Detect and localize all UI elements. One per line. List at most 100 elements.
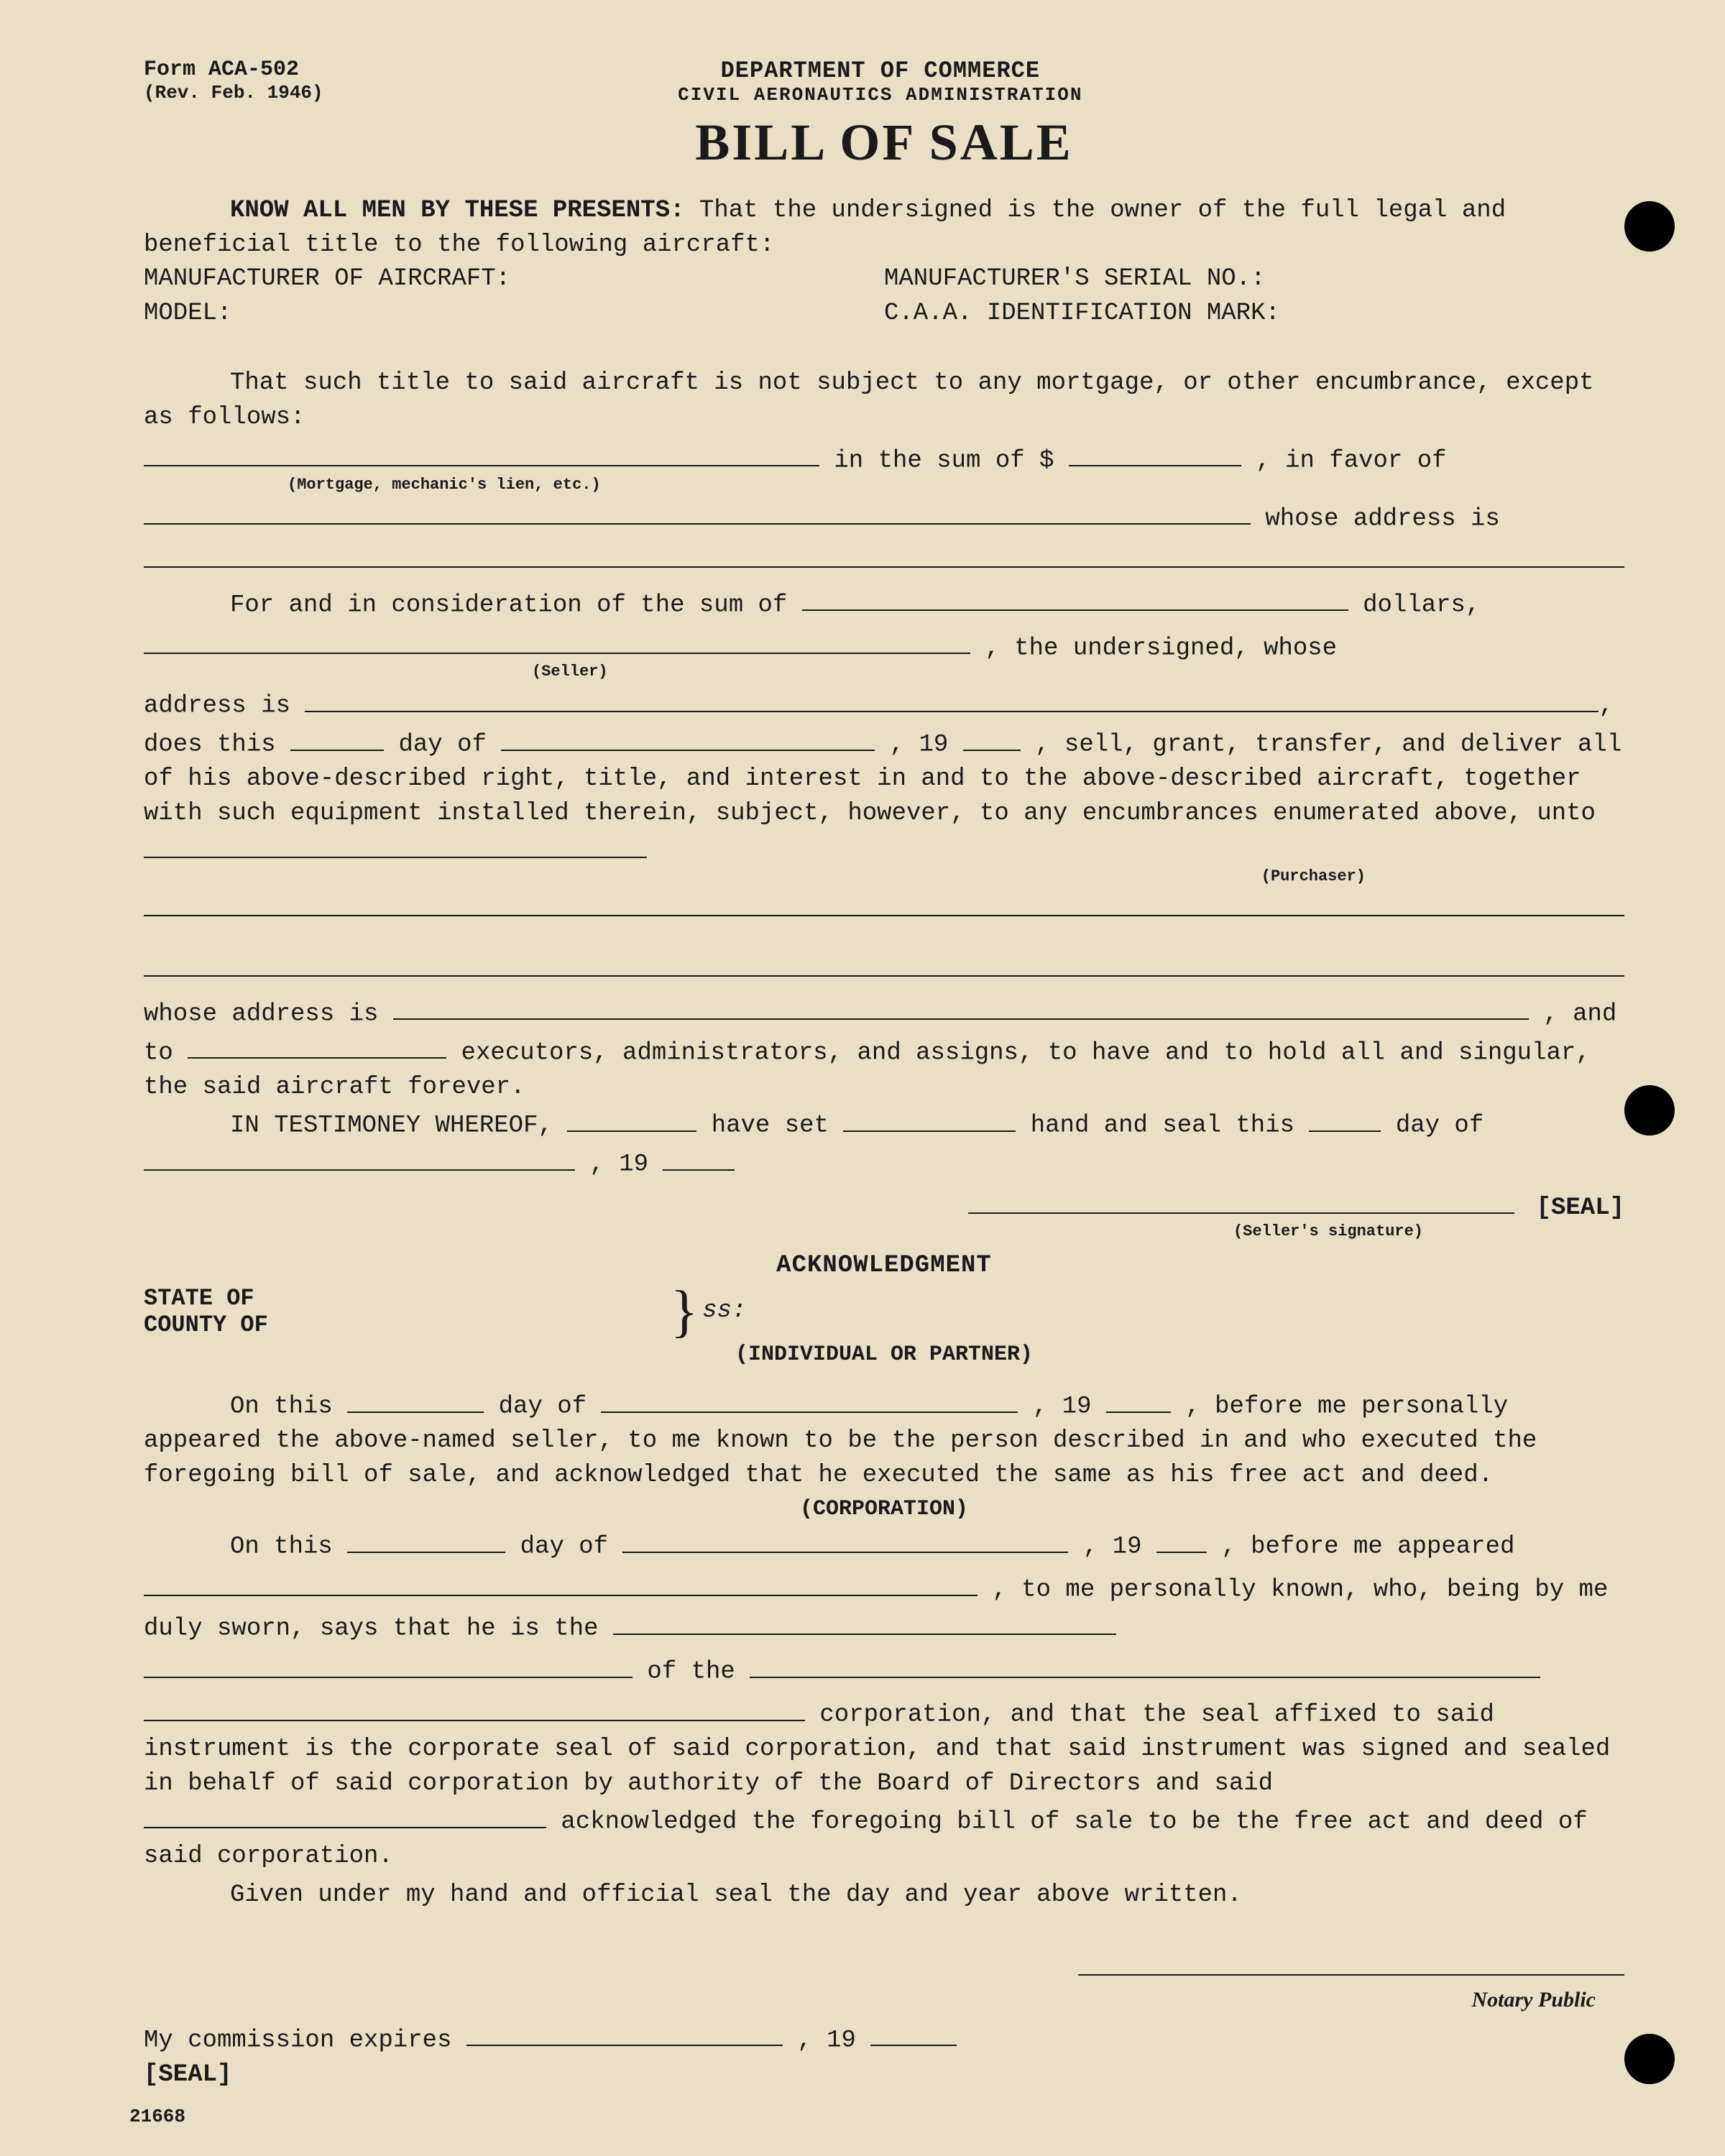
and-text: , and	[1543, 1000, 1616, 1028]
testimony-year-prefix: , 19	[589, 1151, 648, 1179]
to-blank[interactable]	[188, 1032, 446, 1059]
ind-year-prefix: , 19	[1033, 1393, 1092, 1421]
form-number: Form ACA-502	[144, 57, 323, 82]
punch-hole-bot	[1624, 2034, 1675, 2084]
state-county-block: STATE OF COUNTY OF } ss:	[144, 1285, 1624, 1338]
punch-hole-top	[1624, 201, 1675, 252]
model-label: MODEL:	[144, 297, 884, 331]
corp-of-blank2[interactable]	[750, 1651, 1540, 1677]
in-favor-text: , in favor of	[1256, 447, 1446, 474]
aircraft-fields: MANUFACTURER OF AIRCRAFT: MODEL: MANUFAC…	[144, 262, 1624, 331]
year-blank-1[interactable]	[963, 724, 1021, 750]
corp-corporation-line: corporation, and that the seal affixed t…	[144, 1694, 1624, 1874]
department-block: DEPARTMENT OF COMMERCE CIVIL AERONAUTICS…	[323, 57, 1438, 106]
seller-caption: (Seller)	[144, 663, 1624, 681]
corp-corp-blank[interactable]	[144, 1694, 805, 1720]
corp-title-blank[interactable]	[613, 1608, 1116, 1634]
acknowledgment-title: ACKNOWLEDGMENT	[144, 1252, 1624, 1279]
executors-line: to executors, administrators, and assign…	[144, 1032, 1624, 1105]
day-blank-1[interactable]	[290, 724, 384, 750]
ind-day-blank[interactable]	[347, 1386, 484, 1412]
consideration-sum-blank[interactable]	[802, 584, 1348, 611]
intro-paragraph: KNOW ALL MEN BY THESE PRESENTS: That the…	[144, 194, 1624, 262]
corp-day-of: day of	[520, 1534, 623, 1561]
purchaser-line3-blank[interactable]	[144, 950, 1624, 977]
brace-icon: }	[671, 1297, 698, 1326]
ind-month-blank[interactable]	[601, 1386, 1018, 1412]
individual-heading: (INDIVIDUAL OR PARTNER)	[144, 1342, 1624, 1367]
punch-hole-mid	[1624, 1085, 1675, 1135]
corp-year-prefix: , 19	[1083, 1534, 1142, 1561]
seller-name-blank[interactable]	[144, 627, 970, 654]
address-blank-full[interactable]	[144, 541, 1624, 568]
whose-address-text: whose address is	[1265, 505, 1499, 533]
seal-text-1: [SEAL]	[1537, 1194, 1624, 1222]
corp-name-blank[interactable]	[144, 1569, 978, 1595]
encumbrance-line1: in the sum of $ , in favor of	[144, 440, 1624, 479]
corp-month-blank[interactable]	[622, 1526, 1068, 1552]
manufacturer-label: MANUFACTURER OF AIRCRAFT:	[144, 262, 884, 297]
testimony-day-blank[interactable]	[1309, 1105, 1381, 1131]
sum-blank[interactable]	[1069, 440, 1241, 466]
month-blank-1[interactable]	[501, 724, 875, 750]
serial-label: MANUFACTURER'S SERIAL NO.:	[884, 262, 1624, 297]
seller-line: , the undersigned, whose	[144, 627, 1624, 666]
address-is-text: address is	[144, 693, 305, 720]
ind-year-blank[interactable]	[1106, 1386, 1171, 1412]
transfer-paragraph: does this day of , 19 , sell, grant, tra…	[144, 724, 1624, 870]
ind-on-this: On this	[230, 1393, 347, 1421]
consideration-line: For and in consideration of the sum of d…	[144, 584, 1624, 623]
seal-text-bottom: [SEAL]	[144, 2058, 1624, 2093]
testimony-lead: IN TESTIMONEY WHEREOF,	[230, 1112, 567, 1140]
does-this-text: does this	[144, 732, 290, 759]
encumbrance-type-blank[interactable]	[144, 440, 819, 466]
caa-label: C.A.A. IDENTIFICATION MARK:	[884, 297, 1624, 331]
corp-year-blank[interactable]	[1156, 1526, 1207, 1552]
form-header: Form ACA-502 (Rev. Feb. 1946) DEPARTMENT…	[144, 57, 1624, 106]
purchaser-line2-blank[interactable]	[144, 890, 1624, 916]
purchaser-line3	[144, 950, 1624, 989]
purchaser-address-blank[interactable]	[393, 993, 1529, 1020]
favor-of-line: whose address is	[144, 498, 1624, 537]
ind-day-of: day of	[499, 1393, 602, 1421]
whose-address-text-2: whose address is	[144, 1000, 393, 1028]
year-prefix-1: , 19	[890, 732, 949, 759]
to-text: to	[144, 1039, 173, 1067]
for-consideration-text: For and in consideration of the sum of	[230, 591, 802, 619]
given-under-line: Given under my hand and official seal th…	[144, 1879, 1624, 1913]
testimony-blank1[interactable]	[567, 1105, 696, 1131]
seller-signature-caption: (Seller's signature)	[144, 1222, 1624, 1240]
purchaser-address-line: whose address is , and	[144, 993, 1624, 1032]
seller-signature-blank[interactable]	[968, 1187, 1514, 1213]
testimony-line2: , 19	[144, 1143, 1624, 1182]
notary-signature-blank[interactable]	[1078, 1949, 1624, 1976]
testimony-year-blank[interactable]	[663, 1143, 735, 1170]
undersigned-text: , the undersigned, whose	[985, 635, 1337, 662]
testimony-month-blank[interactable]	[144, 1143, 575, 1170]
commission-year-prefix: , 19	[797, 2027, 856, 2054]
commission-date-blank[interactable]	[466, 2019, 783, 2046]
county-of-label: COUNTY OF	[144, 1312, 268, 1338]
hand-seal-text: hand and seal this	[1031, 1112, 1310, 1140]
day-of-text-1: day of	[398, 732, 501, 759]
testimony-blank2[interactable]	[843, 1105, 1016, 1131]
department-name: DEPARTMENT OF COMMERCE	[323, 57, 1438, 84]
purchaser-blank[interactable]	[144, 831, 647, 858]
seller-signature-row: [SEAL]	[144, 1187, 1624, 1225]
notary-public-label: Notary Public	[144, 1988, 1624, 2012]
dollars-text: dollars,	[1363, 591, 1480, 619]
corp-before: , before me appeared	[1221, 1534, 1514, 1561]
corp-said-blank[interactable]	[144, 1801, 546, 1828]
corp-day-blank[interactable]	[347, 1526, 505, 1552]
of-the-text: of the	[647, 1659, 750, 1686]
commission-year-blank[interactable]	[870, 2019, 957, 2046]
state-of-label: STATE OF	[144, 1285, 268, 1312]
seller-address-blank[interactable]	[305, 685, 1598, 711]
testimony-line: IN TESTIMONEY WHEREOF, have set hand and…	[144, 1105, 1624, 1143]
commission-text: My commission expires	[144, 2027, 466, 2054]
corp-of-blank1[interactable]	[144, 1651, 632, 1677]
corporation-paragraph: On this day of , 19 , before me appeared	[144, 1526, 1624, 1565]
corp-name-line: , to me personally known, who, being by …	[144, 1569, 1624, 1646]
favor-of-blank[interactable]	[144, 498, 1251, 525]
document-title: BILL OF SALE	[144, 113, 1624, 172]
